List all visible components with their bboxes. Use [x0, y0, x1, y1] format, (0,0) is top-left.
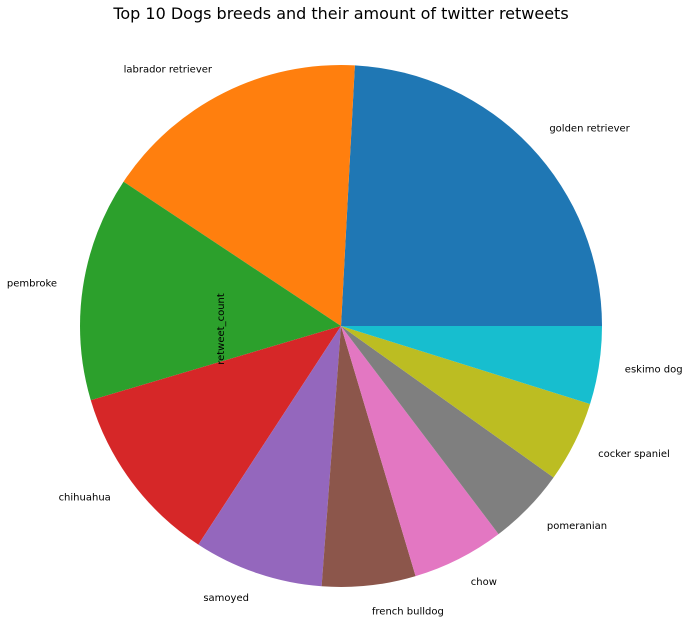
pie-slice-pomeranian	[341, 326, 554, 535]
pie-slice-samoyed	[198, 326, 341, 587]
chart-title: Top 10 Dogs breeds and their amount of t…	[112, 4, 568, 23]
slice-labels: golden retriever labrador retriever pembro…	[7, 65, 683, 618]
slice-label-french-bulldog: french bulldog	[372, 606, 444, 617]
slice-label-samoyed: samoyed	[203, 593, 249, 604]
slice-label-eskimo-dog: eskimo dog	[625, 364, 683, 375]
pie-slice-pembroke	[80, 181, 342, 401]
slice-label-pomeranian: pomeranian	[547, 521, 607, 532]
pie-slice-golden-retriever	[341, 65, 602, 327]
slice-label-cocker-spaniel: cocker spaniel	[598, 449, 670, 460]
pie-slice-french-bulldog	[321, 326, 416, 588]
slice-label-golden-retriever: golden retriever	[549, 123, 630, 134]
slice-label-chihuahua: chihuahua	[59, 493, 111, 504]
pie-slice-chow	[341, 326, 499, 577]
pie-slice-cocker-spaniel	[341, 326, 591, 478]
slice-label-labrador-retriever: labrador retriever	[124, 65, 213, 76]
slice-label-chow: chow	[471, 577, 497, 588]
pie-slice-labrador-retriever	[123, 65, 355, 327]
pie-slices	[80, 65, 602, 588]
slice-label-pembroke: pembroke	[7, 278, 57, 289]
pie-slice-eskimo-dog	[341, 326, 602, 405]
pie-slice-chihuahua	[90, 326, 341, 545]
y-axis-label: retweet_count	[216, 293, 227, 365]
